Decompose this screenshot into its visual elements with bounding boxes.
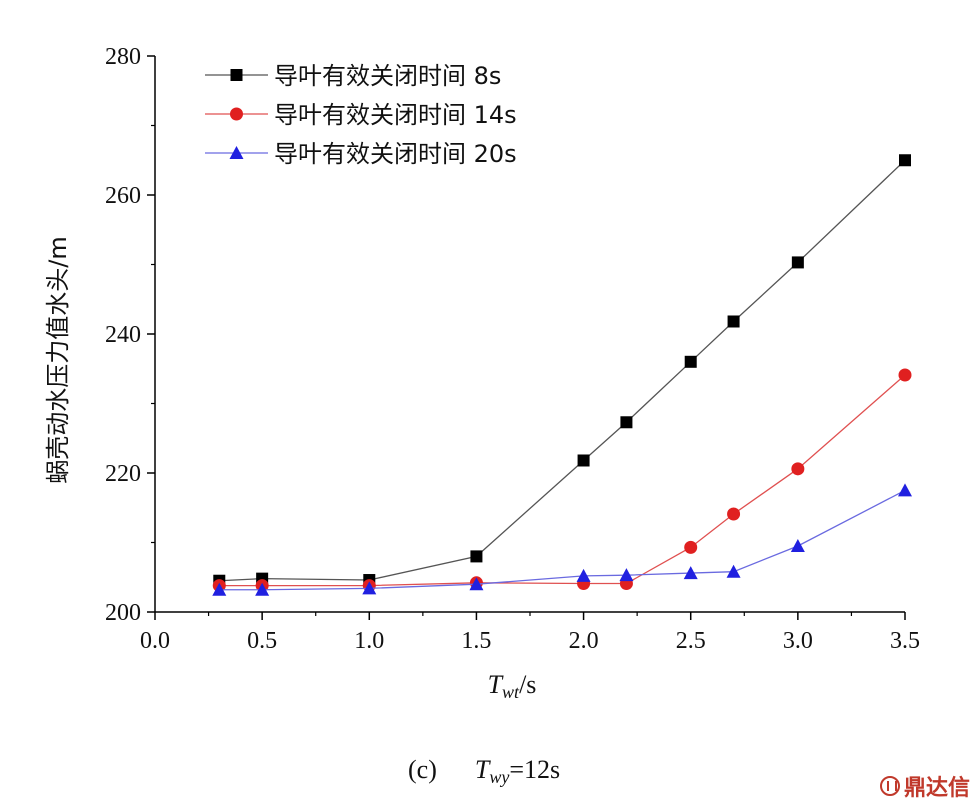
data-point	[362, 581, 377, 595]
series-layer	[212, 154, 912, 596]
data-point	[898, 368, 912, 382]
y-axis-title: 蜗壳动水压力值水头/m	[44, 236, 72, 483]
data-point	[898, 483, 912, 497]
series-3	[212, 483, 912, 596]
data-point	[727, 507, 741, 521]
figure-caption: (c) Twy=12s	[408, 755, 560, 787]
data-point	[899, 154, 911, 167]
series-line	[219, 374, 906, 587]
x-tick-label: 0.0	[140, 628, 170, 654]
x-axis-title-sub: wt	[502, 682, 520, 702]
x-tick-label: 3.0	[783, 628, 813, 654]
data-point	[619, 568, 634, 582]
data-point	[620, 416, 633, 429]
brand-logo-icon	[879, 776, 900, 796]
data-point	[683, 566, 698, 580]
data-point	[790, 538, 805, 552]
data-point	[727, 315, 740, 328]
legend-marker	[229, 146, 244, 159]
caption-value: =12s	[509, 755, 560, 784]
data-point	[791, 256, 804, 269]
data-point	[791, 462, 805, 476]
data-point	[577, 454, 590, 467]
watermark-text: 鼎达信	[903, 776, 970, 801]
data-point	[726, 564, 741, 578]
series-line	[219, 489, 906, 591]
x-tick-label: 1.5	[461, 628, 491, 654]
series-1	[213, 154, 911, 587]
caption-var: T	[475, 755, 491, 784]
series-line	[219, 159, 906, 582]
legend-label: 导叶有效关闭时间 14s	[274, 101, 517, 129]
caption-sub: wy	[489, 767, 509, 787]
y-tick-label: 260	[105, 183, 141, 209]
legend-entry-3: 导叶有效关闭时间 20s	[205, 140, 517, 168]
x-axis-title-var: T	[488, 670, 504, 699]
legend-marker	[230, 69, 243, 81]
caption-prefix: (c)	[408, 755, 437, 784]
x-tick-label: 2.5	[676, 628, 706, 654]
data-point	[255, 582, 270, 596]
data-point	[469, 577, 484, 591]
x-tick-label: 1.0	[354, 628, 384, 654]
legend-label: 导叶有效关闭时间 8s	[274, 62, 501, 90]
legend-label: 导叶有效关闭时间 20s	[274, 140, 517, 168]
legend-marker	[230, 107, 243, 121]
y-tick-label: 220	[105, 461, 141, 487]
x-tick-label: 3.5	[890, 628, 920, 654]
data-point	[470, 550, 483, 563]
x-tick-label: 0.5	[247, 628, 277, 654]
x-axis-title-unit: /s	[519, 670, 536, 699]
y-tick-label: 200	[105, 600, 141, 626]
y-tick-label: 240	[105, 322, 141, 348]
data-point	[212, 582, 227, 596]
data-point	[576, 568, 591, 582]
legend: 导叶有效关闭时间 8s 导叶有效关闭时间 14s 导叶有效关闭时间 20s	[205, 62, 517, 168]
legend-entry-1: 导叶有效关闭时间 8s	[205, 62, 501, 90]
data-point	[684, 355, 697, 368]
data-point	[684, 540, 698, 554]
y-tick-label: 280	[105, 44, 141, 70]
x-tick-label: 2.0	[569, 628, 599, 654]
legend-entry-2: 导叶有效关闭时间 14s	[205, 101, 517, 129]
axes: 0.0 0.5 1.0 1.5 2.0 2.5 3.0 3.5 200 220 240 260 280	[105, 44, 920, 654]
watermark: 鼎达信	[879, 770, 970, 802]
x-axis-title: Twt/s	[488, 670, 537, 702]
